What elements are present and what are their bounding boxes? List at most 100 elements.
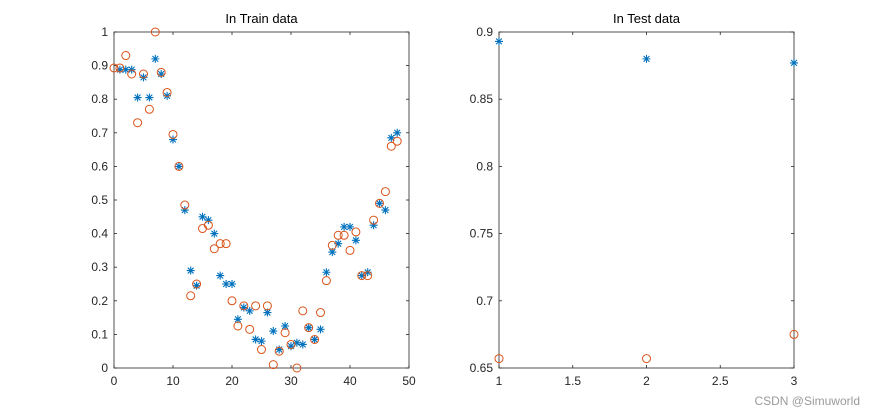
train-actual-point xyxy=(333,230,343,240)
train-predicted-point xyxy=(393,128,402,137)
test-predicted-point xyxy=(790,58,798,67)
train-x-tick-label: 50 xyxy=(402,374,416,388)
train-actual-point xyxy=(363,271,373,281)
train-y-tick-label: 0.3 xyxy=(91,260,108,274)
train-predicted-point xyxy=(351,236,360,245)
test-x-tick-label: 2 xyxy=(643,374,650,388)
test-y-tick-label: 0.8 xyxy=(476,159,493,173)
train-actual-point xyxy=(339,230,349,240)
train-predicted-point xyxy=(198,212,207,221)
train-actual-point xyxy=(156,67,166,77)
train-axes-box xyxy=(113,31,410,369)
train-actual-point xyxy=(375,198,384,208)
train-predicted-point xyxy=(174,162,183,171)
test-actual-point xyxy=(642,354,651,364)
train-y-tick-label: 0 xyxy=(101,361,108,375)
test-x-tick-label: 2.5 xyxy=(712,374,729,388)
train-y-tick-label: 0.8 xyxy=(91,92,108,106)
train-predicted-point xyxy=(115,65,124,74)
train-actual-point xyxy=(380,187,390,197)
train-y-tick-label: 0.2 xyxy=(91,294,108,308)
train-predicted-point xyxy=(204,216,213,225)
test-x-tick-label: 1.5 xyxy=(564,374,581,388)
train-actual-point xyxy=(215,239,225,249)
train-actual-point xyxy=(239,301,249,311)
train-actual-point xyxy=(168,129,178,139)
test-actual-point xyxy=(789,329,799,339)
train-predicted-point xyxy=(257,337,266,346)
train-predicted-point xyxy=(375,199,384,208)
train-predicted-point xyxy=(363,268,372,277)
train-predicted-point xyxy=(281,322,290,330)
train-y-tick-label: 1 xyxy=(101,25,108,39)
train-series-actual xyxy=(109,27,402,373)
train-x-tick-label: 20 xyxy=(225,374,239,388)
train-actual-point xyxy=(268,360,278,370)
train-predicted-point xyxy=(287,342,295,351)
train-x-tick-label: 30 xyxy=(284,374,298,388)
train-predicted-point xyxy=(233,315,242,324)
train-actual-point xyxy=(174,161,184,171)
train-y-tick-label: 0.9 xyxy=(91,59,108,73)
train-predicted-point xyxy=(316,325,325,334)
train-y-tick-label: 0.5 xyxy=(91,193,108,207)
train-actual-point xyxy=(162,87,172,97)
train-x-tick-label: 40 xyxy=(343,374,357,388)
train-predicted-point xyxy=(340,222,349,231)
train-actual-point xyxy=(203,220,213,230)
train-actual-point xyxy=(274,346,284,356)
train-actual-point xyxy=(109,63,119,73)
test-x-tick-label: 1 xyxy=(496,374,503,388)
train-predicted-point xyxy=(186,266,195,275)
test-y-tick-label: 0.65 xyxy=(470,361,494,375)
train-actual-point xyxy=(192,279,202,289)
train-actual-point xyxy=(209,244,219,254)
test-axes-box xyxy=(498,31,795,369)
train-predicted-point xyxy=(121,65,130,74)
test-data-plot: In Test data 1 1.5 2 2.5 3 0.65 0.7 0.75 0.8 0.85 0… xyxy=(470,11,799,388)
train-predicted-point xyxy=(157,70,166,78)
watermark: CSDN @Simuworld xyxy=(754,394,860,408)
train-x-tick-label: 10 xyxy=(166,374,180,388)
train-predicted-point xyxy=(322,268,331,277)
train-predicted-point xyxy=(145,93,154,102)
train-actual-point xyxy=(298,306,308,316)
train-predicted-point xyxy=(192,281,201,290)
train-predicted-point xyxy=(133,93,142,102)
train-actual-point xyxy=(316,308,325,318)
train-actual-point xyxy=(233,321,243,331)
train-actual-point xyxy=(392,136,402,146)
test-y-tick-label: 0.85 xyxy=(470,92,494,106)
train-actual-point xyxy=(180,200,190,210)
test-predicted-point xyxy=(642,54,651,63)
train-y-tick-label: 0.7 xyxy=(91,126,108,140)
train-predicted-point xyxy=(387,133,396,142)
test-y-tick-label: 0.7 xyxy=(476,294,493,308)
train-actual-point xyxy=(369,215,379,225)
train-predicted-point xyxy=(210,229,219,238)
train-plot-title: In Train data xyxy=(225,11,298,26)
train-predicted-point xyxy=(263,308,272,317)
train-predicted-point xyxy=(222,280,231,288)
test-y-tick-label: 0.75 xyxy=(470,227,494,241)
train-actual-point xyxy=(133,118,143,128)
train-predicted-point xyxy=(245,306,254,315)
train-actual-point xyxy=(144,104,154,114)
train-predicted-point xyxy=(369,221,378,230)
test-actual-point xyxy=(494,354,504,364)
train-actual-point xyxy=(310,334,320,344)
test-series-actual xyxy=(494,329,799,364)
test-y-tick-label: 0.9 xyxy=(476,25,493,39)
train-actual-point xyxy=(304,323,314,333)
train-predicted-point xyxy=(251,335,260,344)
train-actual-point xyxy=(386,141,396,151)
train-y-tick-label: 0.6 xyxy=(91,159,108,173)
train-actual-point xyxy=(345,245,355,255)
train-predicted-point xyxy=(292,338,301,347)
train-predicted-point xyxy=(310,335,319,344)
train-predicted-point xyxy=(139,73,148,82)
train-predicted-point xyxy=(216,271,225,280)
train-predicted-point xyxy=(228,280,236,288)
train-y-tick-label: 0.1 xyxy=(91,327,108,341)
